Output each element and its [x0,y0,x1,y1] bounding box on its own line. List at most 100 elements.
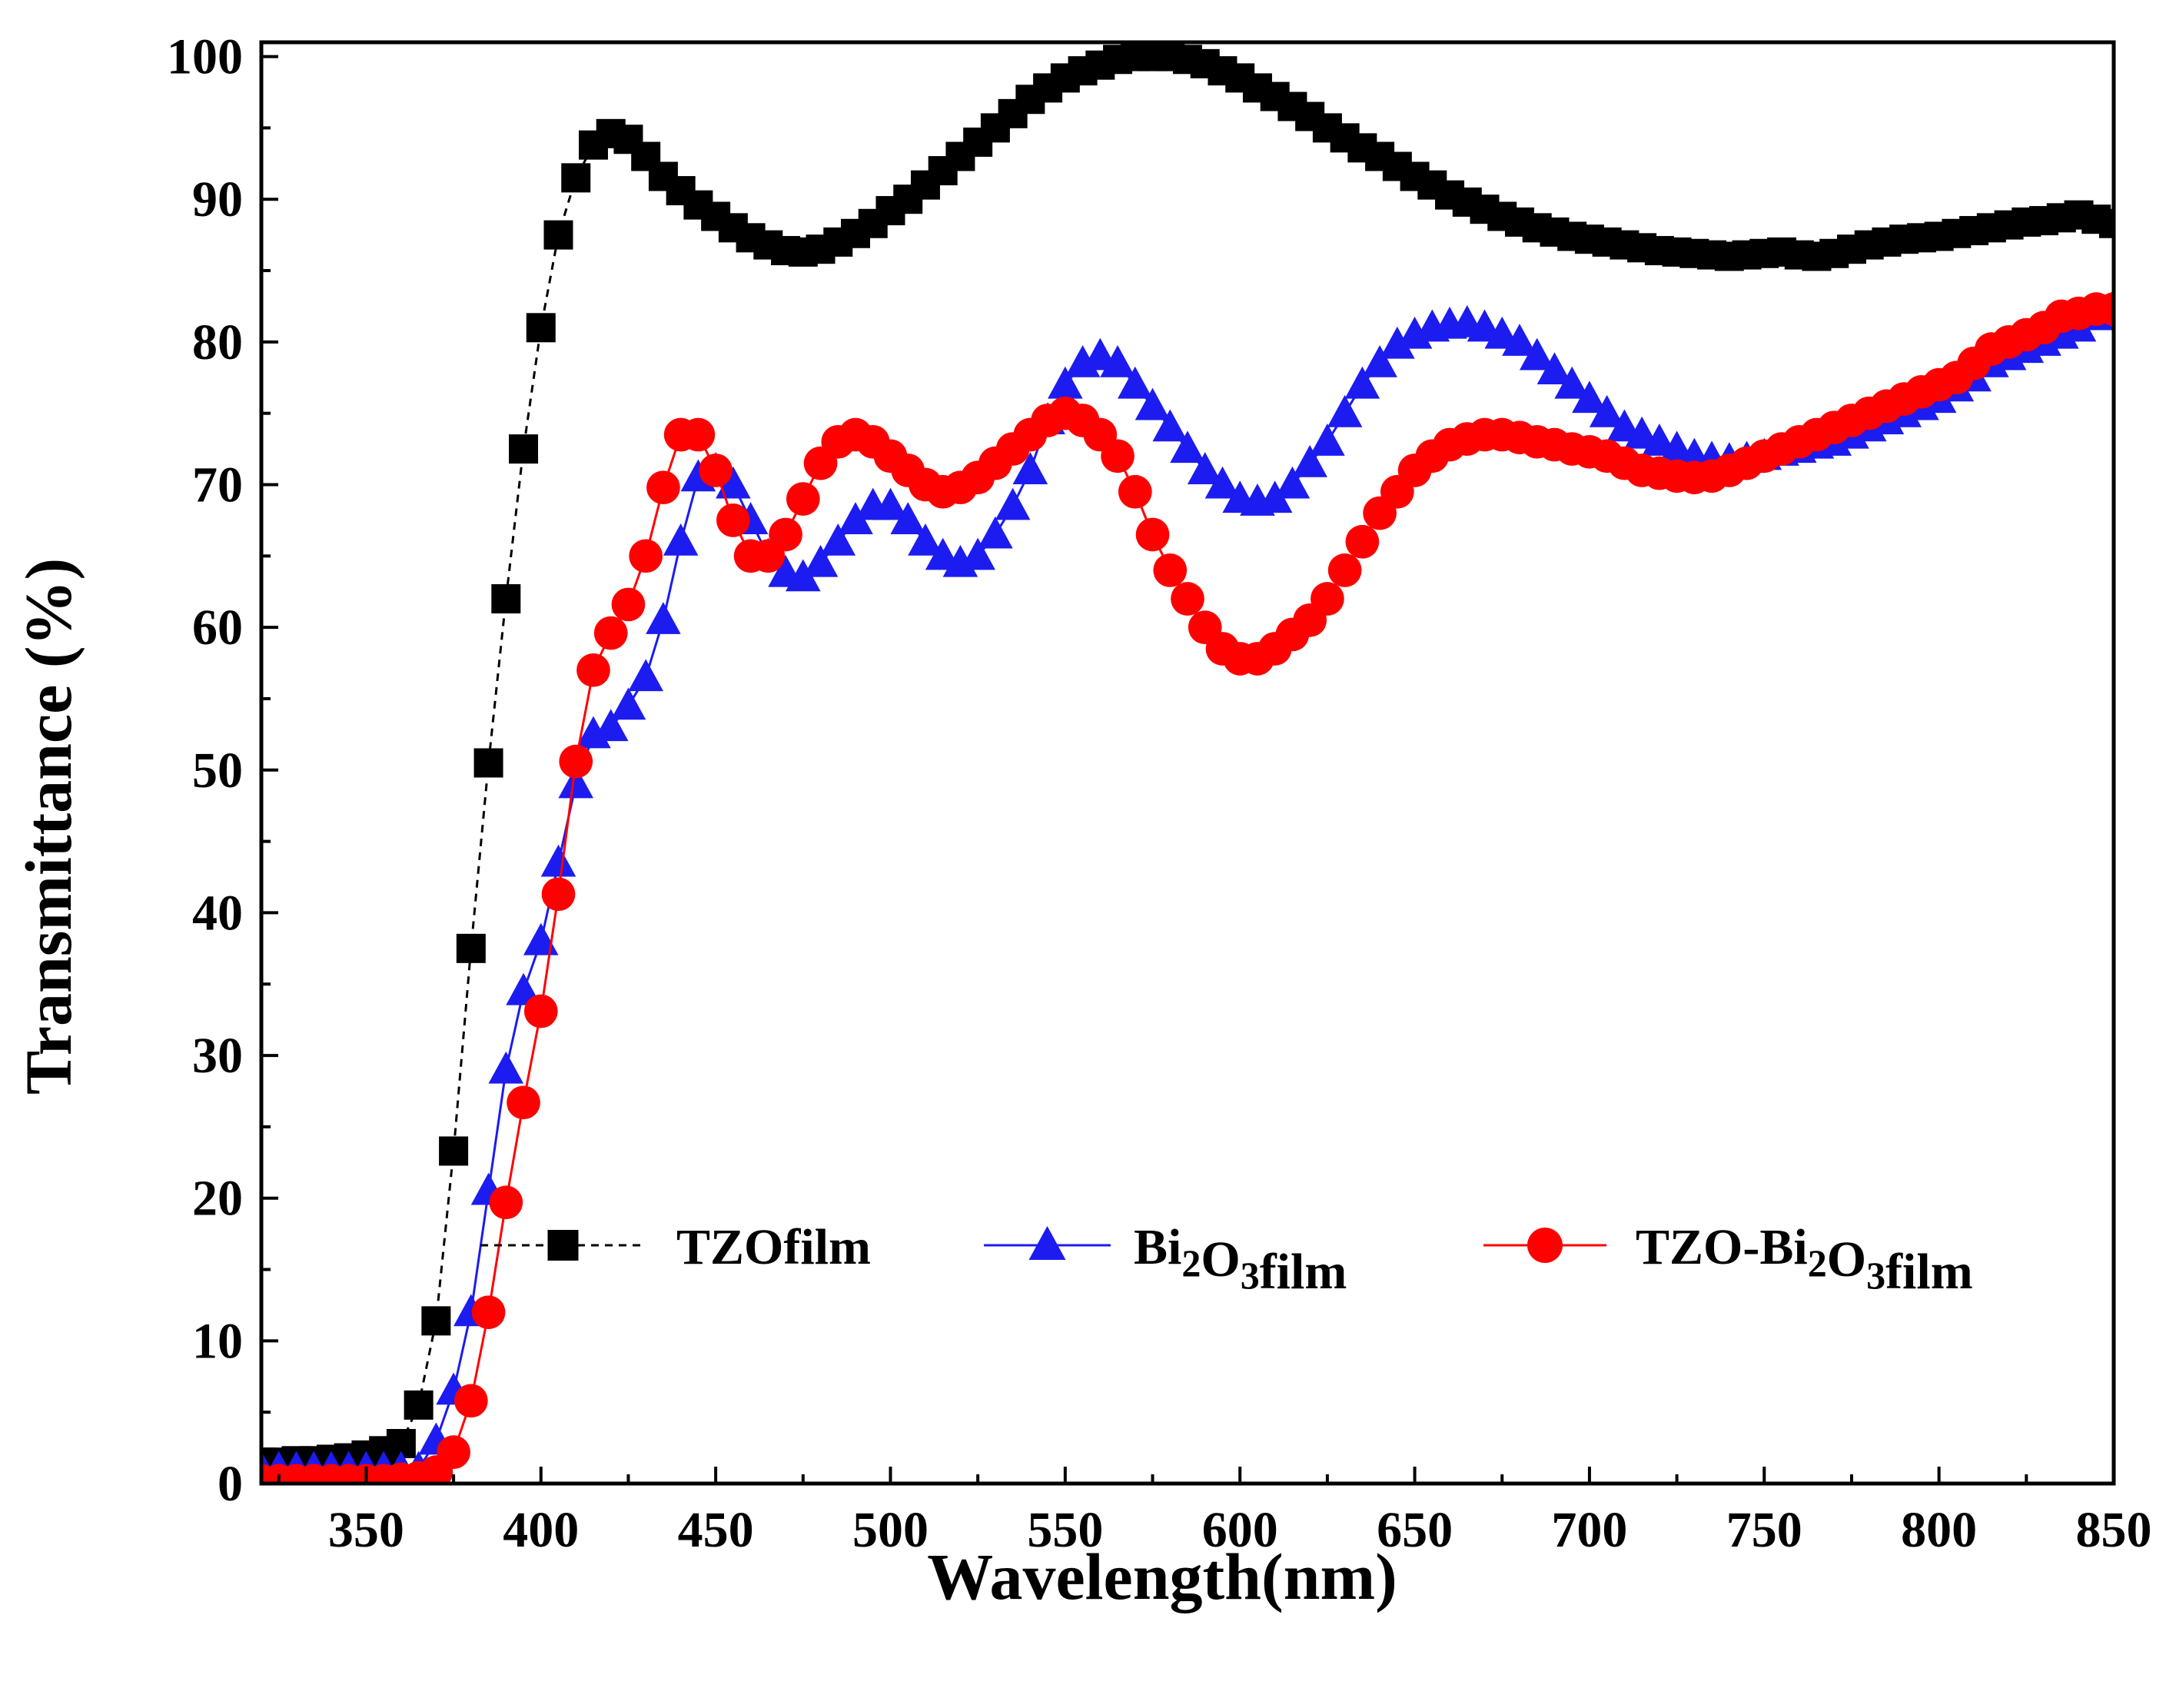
data-point-triangle [716,466,751,499]
legend-item-0: TZOfilm [480,1219,871,1275]
data-point-triangle [1048,366,1083,399]
legend-text: TZOfilm [676,1219,871,1275]
data-point-triangle [1100,344,1135,377]
data-point-triangle [890,502,926,534]
data-point-square [473,748,503,778]
legend-text: Bi [1134,1219,1181,1275]
data-point-circle [1311,582,1344,616]
data-point-square [2099,208,2114,238]
data-point-square [547,1230,579,1261]
y-tick-label: 50 [192,743,243,799]
legend-subscript: 2 [1808,1241,1827,1284]
legend-subscript: 3 [1866,1254,1885,1297]
data-point-triangle [872,487,909,520]
y-tick-label: 0 [218,1456,243,1512]
data-point-circle [437,1435,470,1470]
data-point-circle [471,1295,506,1330]
series-0 [261,42,2114,1477]
legend-text: O [1827,1231,1866,1288]
x-tick-label: 850 [2076,1502,2152,1558]
y-tick-label: 90 [192,171,243,228]
data-point-square [404,1390,434,1420]
data-point-triangle [978,516,1013,549]
data-point-triangle [558,766,594,799]
y-tick-label: 80 [192,314,243,371]
data-point-triangle [1554,366,1590,399]
data-point-circle [1527,1228,1563,1263]
data-point-circle [1135,517,1170,552]
data-point-square [509,434,539,464]
x-tick-label: 750 [1726,1502,1802,1558]
y-tick-label: 10 [192,1313,243,1369]
x-tick-label: 700 [1551,1502,1627,1558]
data-point-circle [453,1384,488,1418]
data-point-triangle [1572,380,1607,414]
data-point-square [456,933,486,963]
legend-text: O [1201,1231,1240,1288]
data-point-triangle [838,502,873,534]
series-layer [261,42,2114,1484]
data-point-circle [1171,582,1204,616]
data-point-triangle [488,1051,524,1084]
data-point-triangle [1310,424,1345,456]
y-axis-title: Transmittance (%) [12,558,85,1095]
data-point-triangle [593,709,629,742]
x-tick-label: 400 [503,1502,579,1558]
data-point-triangle [1519,337,1555,371]
data-point-circle [489,1185,523,1220]
legend-subscript: 2 [1181,1241,1201,1284]
legend-item-2: TZO-Bi2O3film [1483,1219,1973,1300]
y-tick-label: 100 [167,29,243,85]
data-point-circle [523,994,558,1028]
x-tick-label: 350 [328,1502,404,1558]
legend-subscript: 3 [1241,1254,1260,1297]
legend-label: Bi2O3film [1134,1219,1347,1300]
data-point-triangle [1012,452,1048,484]
data-point-triangle [1135,387,1171,420]
y-tick-label: 30 [192,1028,243,1084]
data-point-triangle [628,659,663,692]
series-2 [261,292,2114,1484]
data-point-triangle [1536,352,1573,385]
axis-layer: 350 400 450 500 550 600 650 700 750 800 8500102030… [167,29,2152,1558]
data-point-circle [576,653,610,687]
data-point-circle [716,503,750,537]
data-point-triangle [1344,366,1380,399]
data-point-square [526,313,556,343]
x-tick-label: 450 [678,1502,754,1558]
data-point-triangle [908,523,943,556]
x-axis-title: Wavelength(nm) [927,1540,1397,1613]
x-tick-label: 800 [1901,1502,1977,1558]
data-point-triangle [1028,1226,1066,1260]
data-point-triangle [1274,466,1311,499]
data-point-circle [681,417,716,452]
data-point-triangle [1502,324,1537,356]
legend-text: film [1260,1244,1347,1300]
data-point-circle [786,482,820,516]
data-point-circle [1118,474,1152,509]
data-point-triangle [960,537,995,570]
x-tick-label: 650 [1377,1502,1453,1558]
data-point-circle [593,616,628,650]
data-point-circle [1345,524,1380,559]
data-point-circle [507,1085,540,1120]
data-point-triangle [1170,430,1205,464]
data-point-triangle [646,602,681,634]
data-point-circle [629,539,663,573]
legend-label: TZO-Bi2O3film [1636,1219,1973,1300]
data-point-circle [541,877,576,912]
data-point-triangle [1589,394,1625,427]
legend-text: film [1885,1244,1973,1300]
y-tick-label: 40 [192,885,243,941]
data-point-triangle [995,487,1031,520]
legend-text: TZO-Bi [1636,1219,1808,1275]
data-point-triangle [1327,394,1363,427]
data-point-triangle [1117,366,1153,399]
data-point-square [421,1306,451,1336]
x-tick-label: 600 [1202,1502,1278,1558]
y-tick-label: 60 [192,600,243,656]
data-point-triangle [1187,452,1223,484]
x-tick-label: 500 [852,1502,929,1558]
